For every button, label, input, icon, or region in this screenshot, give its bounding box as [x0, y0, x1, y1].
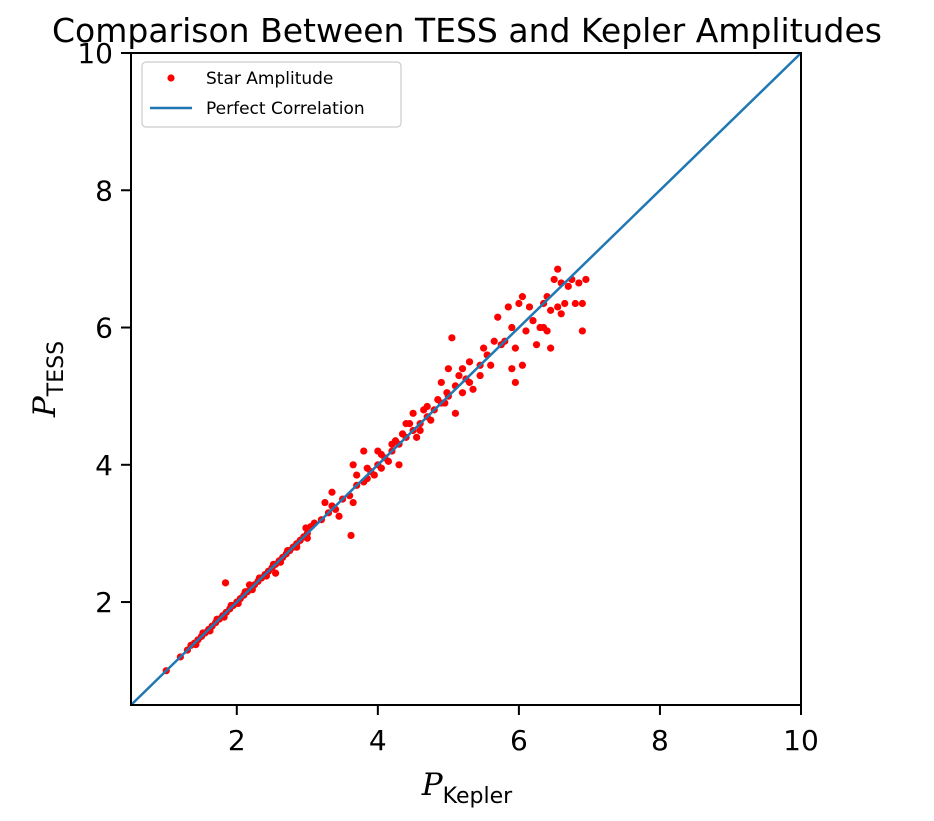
x-axis-label-sub: Kepler — [443, 784, 513, 809]
data-point-122 — [504, 303, 512, 311]
data-point-119 — [494, 313, 502, 321]
y-axis-label: PTESS — [27, 341, 69, 418]
data-point-118 — [490, 337, 498, 345]
y-tick-label-1: 4 — [95, 449, 113, 482]
data-point-109 — [458, 389, 467, 397]
data-point-115 — [480, 344, 488, 352]
y-tick-label-2: 6 — [95, 312, 113, 345]
x-axis: 2 4 6 8 10 — [228, 705, 819, 757]
data-point-108 — [455, 371, 463, 380]
data-point-139 — [550, 275, 558, 284]
data-point-149 — [578, 327, 586, 335]
data-point-117 — [487, 361, 495, 369]
data-point-53 — [221, 579, 230, 587]
data-point-91 — [384, 457, 393, 465]
data-point-88 — [370, 471, 378, 479]
data-point-126 — [511, 344, 519, 352]
x-tick-label-0: 2 — [228, 724, 246, 757]
data-point-86 — [360, 447, 368, 455]
data-point-98 — [416, 426, 424, 435]
data-point-79 — [328, 488, 336, 496]
data-point-141 — [554, 303, 562, 311]
data-point-160 — [377, 464, 385, 472]
data-point-152 — [539, 323, 548, 332]
data-point-58 — [302, 524, 310, 532]
data-point-100 — [427, 416, 435, 424]
data-point-140 — [554, 265, 562, 273]
data-point-87 — [363, 464, 371, 472]
data-point-158 — [405, 420, 414, 428]
data-point-132 — [532, 341, 541, 349]
data-point-138 — [547, 344, 555, 352]
x-tick-label-1: 4 — [369, 724, 387, 757]
data-point-137 — [547, 306, 555, 314]
data-point-130 — [522, 327, 530, 335]
data-point-83 — [349, 498, 357, 507]
data-point-110 — [458, 365, 467, 373]
plot-area — [130, 52, 802, 706]
y-axis: 2 4 6 8 10 — [77, 37, 131, 619]
data-point-131 — [525, 303, 534, 311]
data-point-106 — [451, 409, 460, 417]
data-point-80 — [321, 498, 329, 507]
x-axis-label: PKepler — [421, 767, 513, 809]
data-point-111 — [465, 358, 474, 366]
chart-title: Comparison Between TESS and Kepler Ampli… — [52, 11, 882, 50]
data-point-85 — [353, 471, 361, 479]
data-point-151 — [557, 310, 565, 318]
data-point-124 — [508, 323, 516, 332]
x-tick-label-3: 8 — [651, 724, 669, 757]
data-point-147 — [575, 279, 583, 287]
data-point-105 — [444, 365, 452, 373]
data-point-97 — [413, 433, 421, 441]
data-point-93 — [395, 461, 403, 469]
data-point-125 — [511, 378, 519, 387]
x-tick-label-4: 10 — [783, 724, 819, 757]
y-axis-label-main: P — [27, 395, 63, 418]
data-point-90 — [377, 450, 385, 459]
data-point-113 — [469, 385, 477, 393]
data-point-96 — [409, 409, 417, 417]
data-point-143 — [561, 299, 569, 308]
y-tick-label-4: 10 — [77, 37, 113, 70]
data-point-146 — [571, 299, 579, 308]
data-point-94 — [398, 430, 407, 438]
y-axis-label-sub: TESS — [44, 341, 69, 397]
legend-label-star-amplitude: Star Amplitude — [206, 69, 333, 89]
legend-marker-star-amplitude — [167, 74, 175, 82]
data-point-81 — [335, 512, 343, 520]
data-point-84 — [349, 461, 357, 469]
data-point-127 — [515, 299, 523, 308]
y-tick-label-3: 8 — [95, 174, 113, 207]
data-point-82 — [347, 531, 355, 540]
data-point-128 — [518, 293, 527, 301]
data-point-101 — [434, 395, 442, 404]
legend-label-perfect-correlation: Perfect Correlation — [206, 99, 365, 119]
x-axis-label-main: P — [421, 767, 444, 803]
axes-frame — [130, 52, 802, 706]
data-point-123 — [508, 365, 516, 373]
data-point-144 — [564, 282, 572, 290]
legend: Star Amplitude Perfect Correlation — [141, 61, 402, 128]
data-point-159 — [391, 437, 400, 445]
data-point-154 — [476, 371, 484, 380]
data-point-104 — [448, 334, 456, 342]
data-point-148 — [578, 299, 586, 308]
legend-box — [141, 61, 402, 128]
data-point-55 — [271, 569, 280, 577]
data-point-150 — [582, 275, 590, 284]
y-tick-label-0: 2 — [95, 586, 113, 619]
data-point-157 — [420, 406, 428, 414]
data-point-153 — [529, 317, 537, 325]
x-tick-label-2: 6 — [510, 724, 528, 757]
data-point-102 — [437, 378, 445, 387]
data-point-129 — [518, 361, 527, 369]
perfect-correlation-line — [130, 52, 802, 706]
